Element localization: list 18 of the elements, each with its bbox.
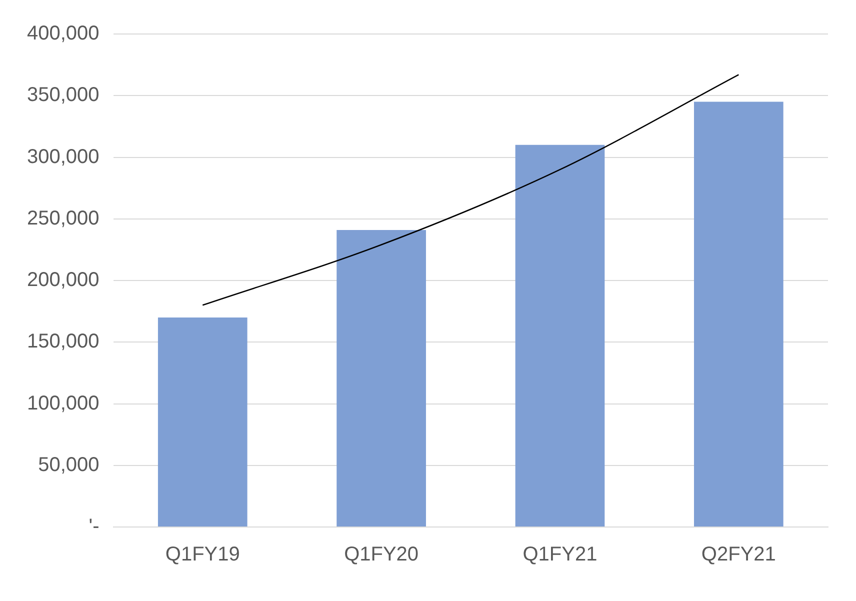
y-tick-label: 300,000 — [27, 146, 100, 168]
x-tick-label: Q1FY19 — [165, 544, 240, 566]
y-tick-label: 250,000 — [27, 207, 100, 230]
x-tick-label: Q1FY21 — [522, 544, 598, 566]
y-tick-label: 400,000 — [27, 22, 100, 45]
bar — [158, 317, 248, 526]
y-tick-label: 150,000 — [27, 330, 100, 353]
x-tick-label: Q1FY20 — [344, 544, 419, 566]
bar — [336, 230, 426, 526]
y-tick-label: 200,000 — [27, 269, 100, 292]
bar — [694, 102, 784, 526]
y-tick-label: '- — [88, 516, 100, 538]
y-tick-label: 350,000 — [27, 84, 100, 106]
line-series — [202, 74, 740, 306]
bar — [515, 144, 605, 526]
x-tick-label: Q2FY21 — [701, 544, 776, 566]
y-tick-label: 100,000 — [27, 392, 100, 414]
y-tick-label: 50,000 — [38, 454, 100, 476]
